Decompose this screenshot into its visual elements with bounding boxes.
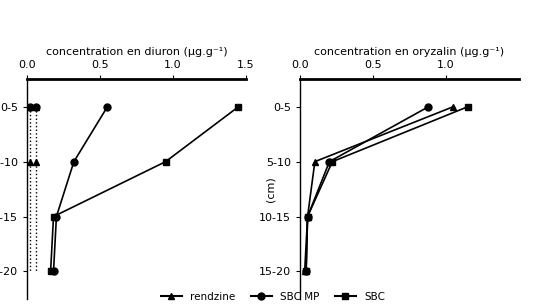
Legend: rendzine, SBC MP, SBC: rendzine, SBC MP, SBC	[157, 288, 389, 305]
Text: (cm): (cm)	[265, 176, 275, 202]
X-axis label: concentration en oryzalin (µg.g⁻¹): concentration en oryzalin (µg.g⁻¹)	[314, 47, 505, 57]
X-axis label: concentration en diuron (µg.g⁻¹): concentration en diuron (µg.g⁻¹)	[46, 47, 227, 57]
